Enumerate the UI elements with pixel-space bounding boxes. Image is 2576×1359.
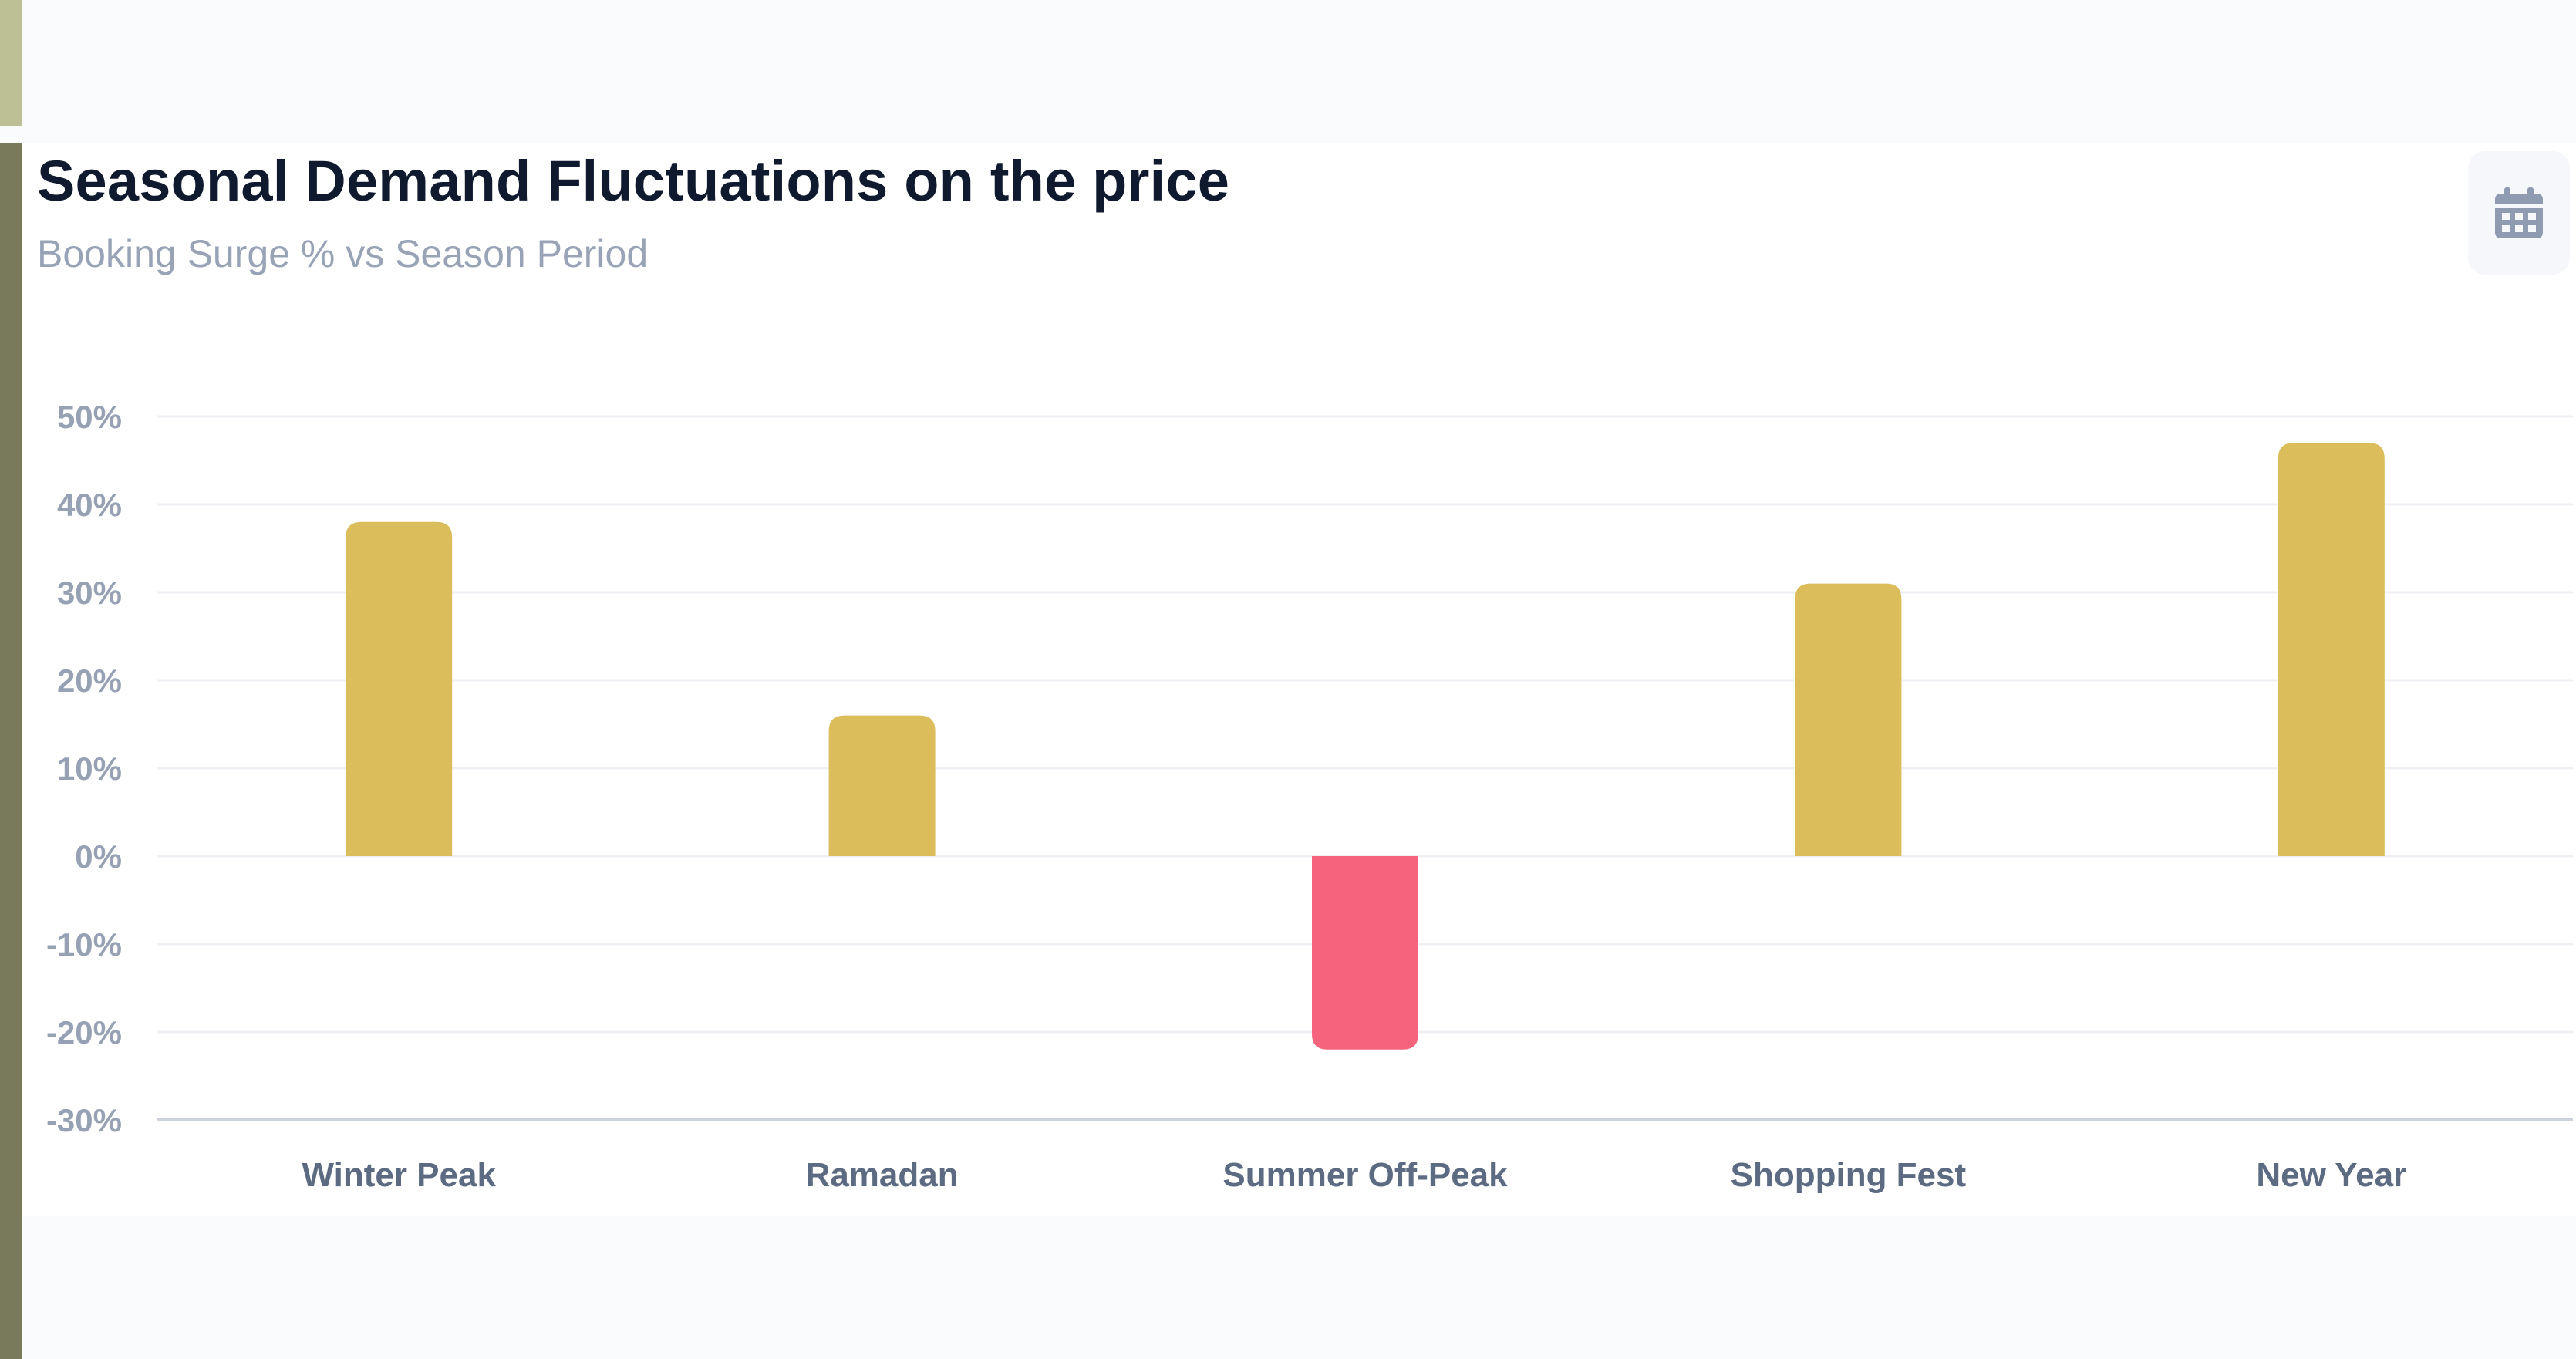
x-tick-label: Summer Off-Peak [1222, 1156, 1508, 1194]
bar-shopping-fest [1795, 583, 1902, 856]
calendar-button[interactable] [2468, 151, 2570, 275]
y-tick-label: 40% [57, 487, 122, 523]
chart-subtitle: Booking Surge % vs Season Period [37, 232, 649, 275]
y-tick-label: -30% [46, 1102, 122, 1138]
x-tick-label: Ramadan [806, 1156, 959, 1194]
bar-winter-peak [346, 521, 453, 856]
x-tick-label: New Year [2256, 1156, 2406, 1194]
bar-ramadan [828, 715, 936, 856]
accent-bar-top [0, 0, 22, 126]
chart-title: Seasonal Demand Fluctuations on the pric… [37, 149, 1230, 213]
bar-new-year [2278, 443, 2385, 856]
x-tick-label: Shopping Fest [1731, 1156, 1967, 1194]
y-tick-label: 30% [57, 575, 122, 611]
y-tick-label: -20% [46, 1014, 122, 1050]
accent-bar-side [0, 143, 22, 1359]
y-tick-label: 50% [57, 399, 122, 435]
x-tick-label: Winter Peak [302, 1156, 496, 1194]
y-tick-label: 0% [75, 838, 122, 875]
bar-summer-off-peak [1312, 856, 1418, 1050]
y-tick-label: 20% [57, 663, 122, 699]
y-tick-label: -10% [46, 926, 122, 963]
y-tick-label: 10% [57, 750, 122, 787]
calendar-icon [2495, 187, 2543, 238]
